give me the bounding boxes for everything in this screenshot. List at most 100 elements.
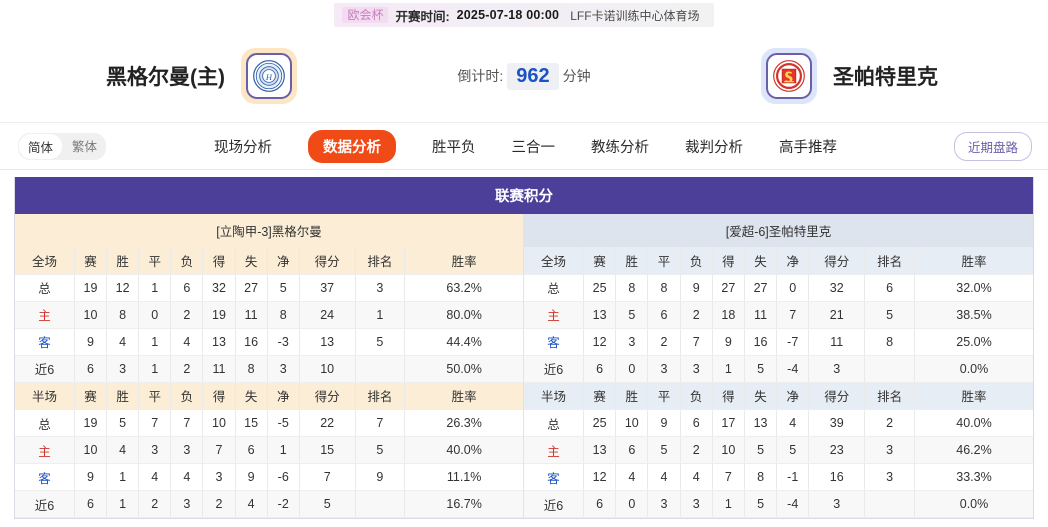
table-cell: 4 — [106, 328, 140, 356]
col-loss: 负 — [170, 247, 204, 275]
away-team-block[interactable]: 圣帕特里克 — [761, 48, 938, 104]
nav-bar: 简体 繁体 现场分析 数据分析 胜平负 三合一 教练分析 裁判分析 高手推荐 近… — [0, 123, 1048, 170]
table-cell: 7 — [170, 409, 204, 437]
col-points: 得分 — [299, 382, 356, 410]
tab-live-analysis[interactable]: 现场分析 — [214, 139, 272, 156]
table-cell: 39 — [808, 409, 866, 437]
tab-three-in-one[interactable]: 三合一 — [511, 139, 556, 156]
table-cell: 8 — [615, 274, 649, 302]
row-scope-label: 客 — [524, 463, 585, 491]
table-cell: -3 — [267, 328, 300, 356]
table-cell: 13 — [299, 328, 356, 356]
col-loss: 负 — [680, 247, 713, 275]
table-cell: 40.0% — [404, 436, 523, 464]
table-cell: 63.2% — [404, 274, 523, 302]
table-cell: 5 — [267, 274, 300, 302]
table-cell: 3 — [267, 355, 300, 383]
table-cell: 8 — [744, 463, 778, 491]
col-gd: 净 — [267, 382, 300, 410]
row-scope-label: 近6 — [15, 355, 75, 383]
countdown-label: 倒计时: — [457, 68, 504, 84]
table-cell: 27 — [235, 274, 268, 302]
table-cell: 2 — [138, 490, 172, 518]
table-cell: 4 — [647, 463, 681, 491]
table-cell: 16 — [235, 328, 268, 356]
col-points: 得分 — [808, 382, 866, 410]
col-rank: 排名 — [355, 382, 406, 410]
home-halftime-body: 总 19 5 7 7 10 15 -5 22 7 26.3% 主 10 4 3 3 7 6 1 15 5 40.0% 客 9 1… — [15, 409, 523, 518]
league-standings-panel: 联赛积分 [立陶甲-3]黑格尔曼 全场 赛 胜 平 负 得 失 净 — [14, 177, 1034, 519]
table-cell: 23 — [808, 436, 866, 464]
table-row: 主 13 5 6 2 18 11 7 21 5 38.5% — [524, 301, 1033, 329]
col-loss: 负 — [170, 382, 204, 410]
col-winrate: 胜率 — [914, 382, 1033, 410]
table-row: 客 12 3 2 7 9 16 -7 11 8 25.0% — [524, 328, 1033, 356]
row-scope-label: 主 — [524, 301, 585, 329]
table-cell — [864, 355, 915, 383]
table-cell: 3 — [170, 436, 204, 464]
col-gd: 净 — [776, 247, 810, 275]
tab-data-analysis[interactable]: 数据分析 — [308, 129, 396, 163]
table-cell: 8 — [106, 301, 140, 329]
tab-referee-analysis[interactable]: 裁判分析 — [685, 139, 743, 156]
table-cell: 3 — [170, 490, 204, 518]
recent-odds-button[interactable]: 近期盘路 — [953, 131, 1032, 161]
tab-coach-analysis[interactable]: 教练分析 — [591, 139, 649, 156]
tab-expert-tips[interactable]: 高手推荐 — [779, 139, 837, 156]
table-cell: 38.5% — [914, 301, 1033, 329]
table-cell: 10 — [712, 436, 745, 464]
table-cell: 32 — [202, 274, 236, 302]
table-cell: 5 — [744, 355, 778, 383]
table-row: 客 9 4 1 4 13 16 -3 13 5 44.4% — [15, 328, 523, 356]
col-win: 胜 — [106, 247, 140, 275]
table-cell: 13 — [744, 409, 778, 437]
table-cell: 10 — [202, 409, 236, 437]
teams-strip: 黑格尔曼(主) H 倒计时: 962 分钟 — [0, 30, 1048, 123]
table-cell: 4 — [170, 463, 204, 491]
col-rank: 排名 — [355, 247, 406, 275]
col-scope: 半场 — [524, 382, 585, 410]
col-gf: 得 — [712, 247, 745, 275]
table-cell: 12 — [583, 463, 617, 491]
lang-simplified-option[interactable]: 简体 — [19, 133, 63, 159]
table-cell: 9 — [235, 463, 268, 491]
table-cell: 4 — [680, 463, 713, 491]
table-row: 近6 6 0 3 3 1 5 -4 3 0.0% — [524, 490, 1033, 518]
col-played: 赛 — [74, 382, 108, 410]
match-info-pill: 欧会杯 开赛时间: 2025-07-18 00:00 LFF卡诺训练中心体育场 — [334, 3, 714, 27]
table-cell: 11 — [202, 355, 236, 383]
table-cell: 19 — [202, 301, 236, 329]
countdown-value: 962 — [507, 62, 559, 90]
col-played: 赛 — [583, 382, 617, 410]
table-cell: 32 — [808, 274, 866, 302]
table-row: 客 9 1 4 4 3 9 -6 7 9 11.1% — [15, 463, 523, 491]
table-cell: -6 — [267, 463, 300, 491]
table-row: 近6 6 0 3 3 1 5 -4 3 0.0% — [524, 355, 1033, 383]
table-cell: 3 — [647, 490, 681, 518]
col-points: 得分 — [808, 247, 866, 275]
table-cell: 8 — [647, 274, 681, 302]
table-cell: 6 — [583, 355, 617, 383]
away-team-name: 圣帕特里克 — [833, 66, 938, 89]
table-cell: 7 — [355, 409, 406, 437]
table-cell: 19 — [74, 409, 108, 437]
table-cell: 2 — [202, 490, 236, 518]
tab-win-draw-loss[interactable]: 胜平负 — [432, 139, 476, 156]
table-row: 总 19 5 7 7 10 15 -5 22 7 26.3% — [15, 409, 523, 437]
row-scope-label: 总 — [524, 274, 585, 302]
table-cell — [864, 490, 915, 518]
table-cell: 5 — [744, 490, 778, 518]
table-cell: 4 — [170, 328, 204, 356]
table-cell: 13 — [583, 301, 617, 329]
lang-traditional-option[interactable]: 繁体 — [72, 139, 98, 154]
table-cell: 0 — [138, 301, 172, 329]
table-cell: 3 — [647, 355, 681, 383]
language-toggle[interactable]: 简体 繁体 — [18, 132, 107, 160]
home-team-block[interactable]: 黑格尔曼(主) H — [106, 48, 297, 104]
table-cell: 3 — [808, 355, 866, 383]
table-cell: 1 — [106, 490, 140, 518]
table-cell: 3 — [808, 490, 866, 518]
table-cell: 11 — [744, 301, 778, 329]
table-cell: 5 — [776, 436, 810, 464]
col-draw: 平 — [647, 247, 681, 275]
